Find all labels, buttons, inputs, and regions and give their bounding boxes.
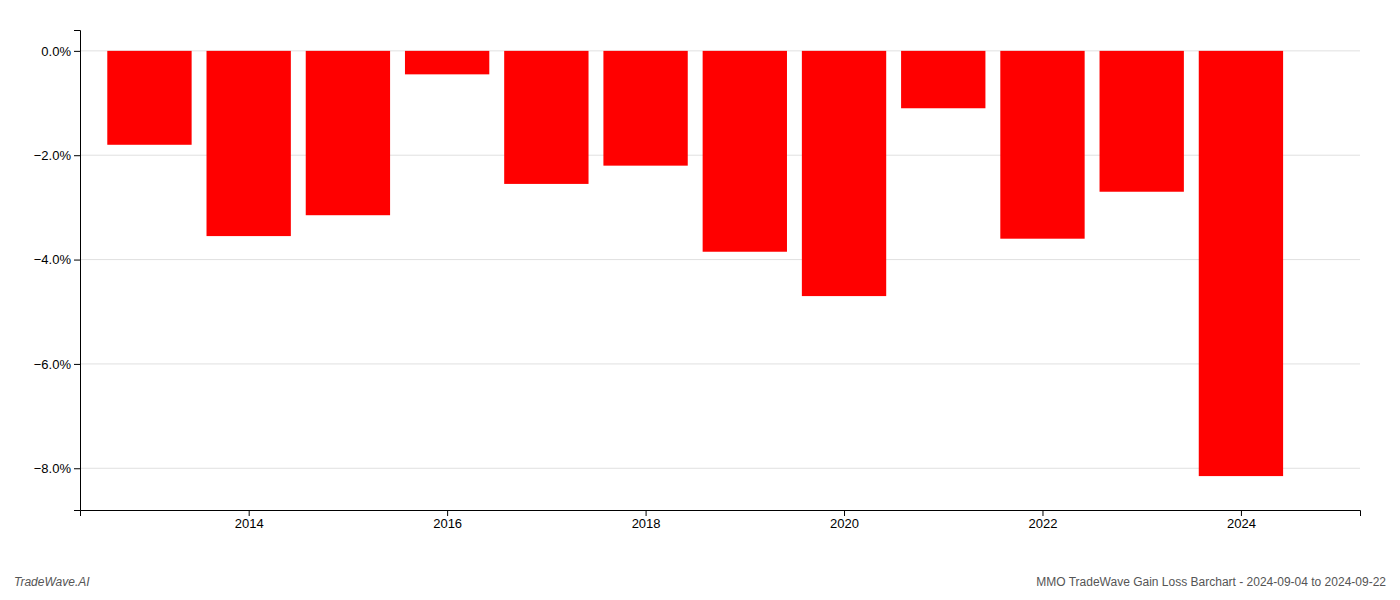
watermark: TradeWave.AI xyxy=(14,575,90,589)
x-tick: 2024 xyxy=(1227,510,1256,531)
y-tick-label: −6.0% xyxy=(34,357,72,372)
grid-line xyxy=(80,259,1360,260)
bar xyxy=(703,51,787,252)
bar xyxy=(1000,51,1084,239)
bar xyxy=(901,51,985,108)
x-tick-label: 2022 xyxy=(1029,516,1058,531)
plot-area: 0.0% −2.0% −4.0% −6.0% −8.0% 2014 2016 2018 2020… xyxy=(34,31,1361,532)
bars xyxy=(107,51,1283,476)
bar xyxy=(1199,51,1283,476)
x-tick-mark xyxy=(249,510,250,516)
x-tick: 2020 xyxy=(830,510,859,531)
y-tick-label: −2.0% xyxy=(34,148,72,163)
bar xyxy=(802,51,886,296)
x-axis: 2014 2016 2018 2020 2022 2024 xyxy=(81,510,1361,531)
x-axis-line xyxy=(81,511,1361,517)
y-tick: −6.0% xyxy=(34,357,80,372)
y-tick-label: −8.0% xyxy=(34,461,72,476)
x-tick-mark xyxy=(447,510,448,516)
x-tick: 2022 xyxy=(1029,510,1058,531)
x-tick-label: 2020 xyxy=(830,516,859,531)
grid xyxy=(80,51,1360,468)
x-tick: 2014 xyxy=(235,510,264,531)
y-tick-mark xyxy=(74,51,80,52)
x-tick: 2016 xyxy=(433,510,462,531)
y-tick-mark xyxy=(74,468,80,469)
bar xyxy=(603,51,687,166)
y-tick-mark xyxy=(74,260,80,261)
y-tick-label: 0.0% xyxy=(41,44,71,59)
x-tick-mark xyxy=(1241,510,1242,516)
y-tick: −4.0% xyxy=(34,252,80,267)
x-tick-label: 2016 xyxy=(433,516,462,531)
bar xyxy=(207,51,291,236)
x-tick: 2018 xyxy=(632,510,661,531)
y-axis-line xyxy=(74,31,81,511)
y-tick: −2.0% xyxy=(34,148,80,163)
x-tick-label: 2018 xyxy=(632,516,661,531)
bar xyxy=(1100,51,1184,192)
x-tick-label: 2024 xyxy=(1227,516,1256,531)
x-tick-mark xyxy=(646,510,647,516)
grid-line xyxy=(80,468,1360,469)
y-tick: −8.0% xyxy=(34,461,80,476)
y-axis: 0.0% −2.0% −4.0% −6.0% −8.0% xyxy=(34,31,81,511)
y-tick-mark xyxy=(74,155,80,156)
bar xyxy=(405,51,489,74)
chart: 0.0% −2.0% −4.0% −6.0% −8.0% 2014 2016 2018 2020… xyxy=(0,0,1400,600)
bar xyxy=(107,51,191,145)
x-tick-mark xyxy=(844,510,845,516)
y-tick: 0.0% xyxy=(41,44,80,59)
y-tick-mark xyxy=(74,364,80,365)
x-tick-label: 2014 xyxy=(235,516,264,531)
bar xyxy=(504,51,588,184)
grid-line xyxy=(80,363,1360,364)
y-tick-label: −4.0% xyxy=(34,252,72,267)
x-tick-mark xyxy=(1042,510,1043,516)
title: MMO TradeWave Gain Loss Barchart - 2024-… xyxy=(1036,575,1386,589)
bar xyxy=(306,51,390,215)
